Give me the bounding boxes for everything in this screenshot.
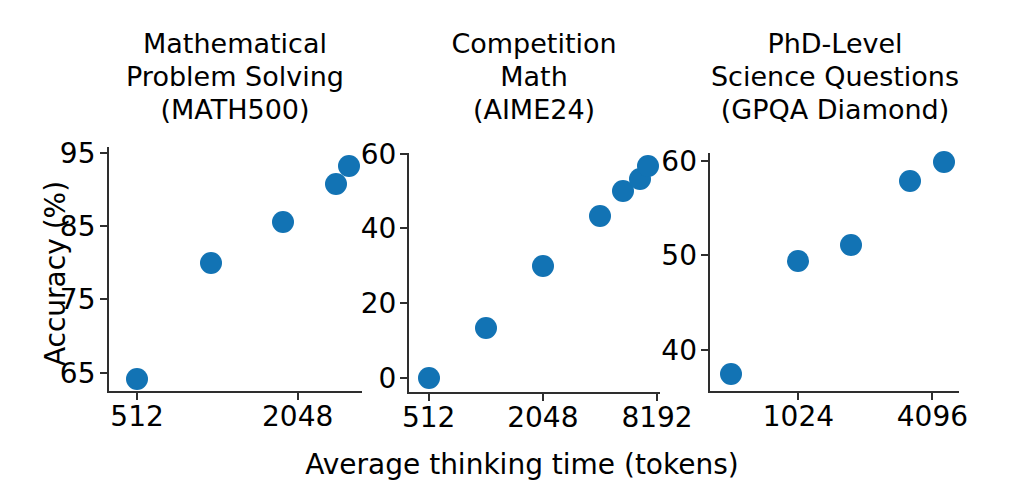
title-math500: Mathematical Problem Solving (MATH500) — [75, 27, 395, 126]
title-math500-line-2: Problem Solving — [75, 60, 395, 93]
title-aime24-line-1: Competition — [374, 27, 694, 60]
data-point — [899, 170, 921, 192]
x-axis-label: Average thinking time (tokens) — [0, 448, 1024, 481]
x-tick-label: 2048 — [262, 400, 333, 433]
x-tick-label: 512 — [110, 400, 163, 433]
y-tick-label: 60 — [361, 137, 397, 170]
scaling-figure: Mathematical Problem Solving (MATH500) C… — [0, 0, 1024, 501]
x-tick-label: 8192 — [621, 401, 692, 434]
title-math500-line-3: (MATH500) — [75, 93, 395, 126]
x-tick-label: 4096 — [897, 400, 968, 433]
y-tick-mark — [701, 160, 708, 162]
y-axis-label: Accuracy (%) — [39, 154, 72, 394]
title-gpqa-line-2: Science Questions — [664, 60, 1006, 93]
y-tick-mark — [400, 227, 407, 229]
plot-area-gpqa: 10244096405060 — [708, 153, 959, 393]
x-tick-mark — [297, 393, 299, 400]
y-tick-label: 50 — [661, 239, 697, 272]
title-math500-line-1: Mathematical — [75, 27, 395, 60]
data-point — [589, 205, 611, 227]
x-tick-mark — [656, 394, 658, 401]
data-point — [126, 368, 148, 390]
title-aime24-line-2: Math — [374, 60, 694, 93]
data-point — [787, 250, 809, 272]
data-point — [532, 255, 554, 277]
x-tick-label: 1024 — [763, 400, 834, 433]
data-point — [933, 151, 955, 173]
x-tick-label: 2048 — [507, 401, 578, 434]
y-tick-label: 40 — [361, 212, 397, 245]
y-tick-mark — [701, 349, 708, 351]
y-tick-mark — [701, 254, 708, 256]
y-tick-label: 0 — [378, 361, 396, 394]
y-tick-mark — [400, 377, 407, 379]
x-tick-mark — [136, 393, 138, 400]
y-tick-mark — [400, 153, 407, 155]
y-tick-label: 60 — [661, 144, 697, 177]
plot-area-aime24: 512204881920204060 — [407, 153, 660, 394]
x-tick-mark — [428, 394, 430, 401]
data-point — [475, 317, 497, 339]
y-tick-mark — [100, 152, 107, 154]
y-tick-mark — [100, 298, 107, 300]
title-aime24-line-3: (AIME24) — [374, 93, 694, 126]
y-tick-mark — [100, 225, 107, 227]
data-point — [200, 252, 222, 274]
plot-area-math500: 512204865758595 — [107, 147, 363, 393]
data-point — [272, 211, 294, 233]
x-tick-mark — [542, 394, 544, 401]
x-tick-mark — [931, 393, 933, 400]
y-tick-label: 40 — [661, 334, 697, 367]
data-point — [637, 155, 659, 177]
data-point — [720, 363, 742, 385]
data-point — [338, 155, 360, 177]
y-tick-mark — [100, 372, 107, 374]
y-tick-label: 20 — [361, 287, 397, 320]
data-point — [840, 234, 862, 256]
title-gpqa-line-3: (GPQA Diamond) — [664, 93, 1006, 126]
title-gpqa: PhD-Level Science Questions (GPQA Diamon… — [664, 27, 1006, 126]
data-point — [418, 367, 440, 389]
x-tick-label: 512 — [402, 401, 455, 434]
x-tick-mark — [797, 393, 799, 400]
title-aime24: Competition Math (AIME24) — [374, 27, 694, 126]
y-tick-mark — [400, 302, 407, 304]
title-gpqa-line-1: PhD-Level — [664, 27, 1006, 60]
